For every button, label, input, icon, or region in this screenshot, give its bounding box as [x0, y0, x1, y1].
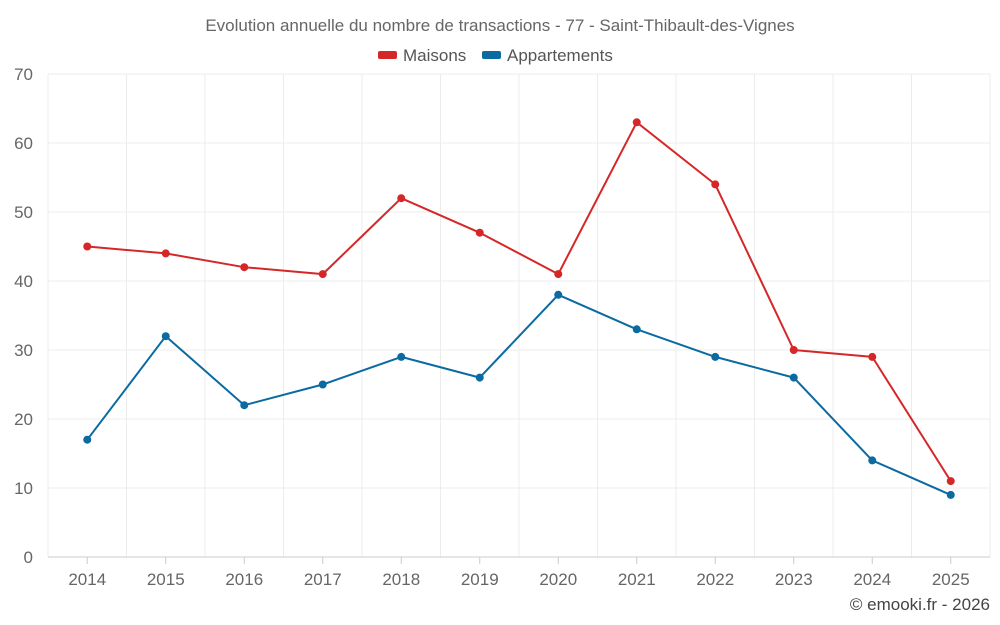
point-appartements-2020[interactable] — [554, 290, 563, 299]
x-tick-label-2023: 2023 — [775, 570, 813, 589]
x-tick-label-2025: 2025 — [932, 570, 970, 589]
x-tick-label-2021: 2021 — [618, 570, 656, 589]
legend[interactable]: Maisons Appartements — [378, 46, 613, 65]
point-maisons-2018[interactable] — [397, 194, 406, 203]
grid — [47, 73, 991, 557]
y-tick-label-10: 10 — [14, 479, 33, 498]
point-appartements-2015[interactable] — [161, 332, 170, 341]
point-maisons-2020[interactable] — [554, 270, 563, 279]
legend-item-appartements[interactable]: Appartements — [482, 46, 613, 65]
y-tick-label-30: 30 — [14, 341, 33, 360]
point-appartements-2019[interactable] — [475, 373, 484, 382]
series-layer — [83, 118, 955, 499]
x-tick-label-2017: 2017 — [304, 570, 342, 589]
point-appartements-2025[interactable] — [946, 490, 955, 499]
point-appartements-2022[interactable] — [711, 352, 720, 361]
x-tick-label-2024: 2024 — [853, 570, 891, 589]
x-tick-label-2018: 2018 — [382, 570, 420, 589]
point-maisons-2019[interactable] — [475, 228, 484, 237]
x-tick-label-2014: 2014 — [68, 570, 106, 589]
y-tick-label-40: 40 — [14, 272, 33, 291]
legend-label-maisons: Maisons — [403, 46, 466, 65]
x-tick-label-2019: 2019 — [461, 570, 499, 589]
point-maisons-2016[interactable] — [240, 263, 249, 272]
y-axis: 0 10 20 30 40 50 60 70 — [14, 65, 33, 567]
point-maisons-2021[interactable] — [632, 118, 641, 127]
y-tick-label-20: 20 — [14, 410, 33, 429]
x-tick-label-2015: 2015 — [147, 570, 185, 589]
series-line-maisons — [87, 121, 952, 482]
point-maisons-2024[interactable] — [868, 352, 877, 361]
y-tick-label-50: 50 — [14, 203, 33, 222]
point-maisons-2025[interactable] — [946, 477, 955, 486]
x-tick-label-2022: 2022 — [696, 570, 734, 589]
series-appartements — [83, 290, 955, 499]
legend-swatch-appartements — [482, 51, 501, 59]
point-appartements-2021[interactable] — [632, 325, 641, 334]
chart-title: Evolution annuelle du nombre de transact… — [205, 16, 794, 35]
point-appartements-2014[interactable] — [83, 435, 92, 444]
point-appartements-2016[interactable] — [240, 401, 249, 410]
point-appartements-2024[interactable] — [868, 456, 877, 465]
x-axis: 2014 2015 2016 2017 2018 2019 2020 2021 2022 2023… — [48, 556, 990, 589]
y-tick-label-60: 60 — [14, 134, 33, 153]
point-maisons-2014[interactable] — [83, 242, 92, 251]
legend-swatch-maisons — [378, 51, 397, 59]
series-line-appartements — [86, 293, 952, 496]
x-tick-label-2020: 2020 — [539, 570, 577, 589]
point-appartements-2018[interactable] — [397, 352, 406, 361]
point-appartements-2017[interactable] — [318, 380, 327, 389]
point-maisons-2023[interactable] — [789, 346, 798, 354]
y-tick-label-70: 70 — [14, 65, 33, 84]
credit-text: © emooki.fr - 2026 — [850, 595, 990, 614]
point-maisons-2017[interactable] — [318, 270, 327, 279]
series-maisons — [83, 118, 955, 486]
legend-item-maisons[interactable]: Maisons — [378, 46, 466, 65]
point-maisons-2015[interactable] — [161, 249, 170, 258]
point-maisons-2022[interactable] — [711, 180, 720, 189]
legend-label-appartements: Appartements — [507, 46, 613, 65]
x-tick-label-2016: 2016 — [225, 570, 263, 589]
y-tick-label-0: 0 — [24, 548, 33, 567]
point-appartements-2023[interactable] — [789, 373, 798, 382]
